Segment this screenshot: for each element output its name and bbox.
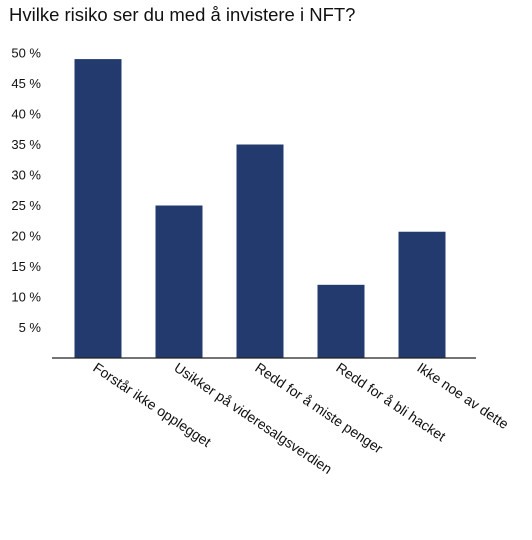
x-category-label: Usikker på videresalgsverdien <box>171 359 335 477</box>
chart-title: Hvilke risiko ser du med å invistere i N… <box>9 4 356 25</box>
y-tick-label: 15 % <box>11 259 41 274</box>
y-tick-label: 20 % <box>11 229 41 244</box>
y-tick-label: 30 % <box>11 168 41 183</box>
y-tick-label: 10 % <box>11 290 41 305</box>
y-tick-label: 25 % <box>11 198 41 213</box>
bar <box>74 59 122 358</box>
y-tick-label: 5 % <box>19 320 42 335</box>
bar <box>236 144 284 358</box>
x-category-label: Redd for å miste penger <box>252 359 386 456</box>
y-tick-label: 35 % <box>11 137 41 152</box>
y-tick-label: 40 % <box>11 107 41 122</box>
y-tick-label: 50 % <box>11 46 41 61</box>
bar <box>317 284 365 358</box>
bar <box>155 205 203 358</box>
y-tick-label: 45 % <box>11 76 41 91</box>
bar <box>398 231 446 358</box>
